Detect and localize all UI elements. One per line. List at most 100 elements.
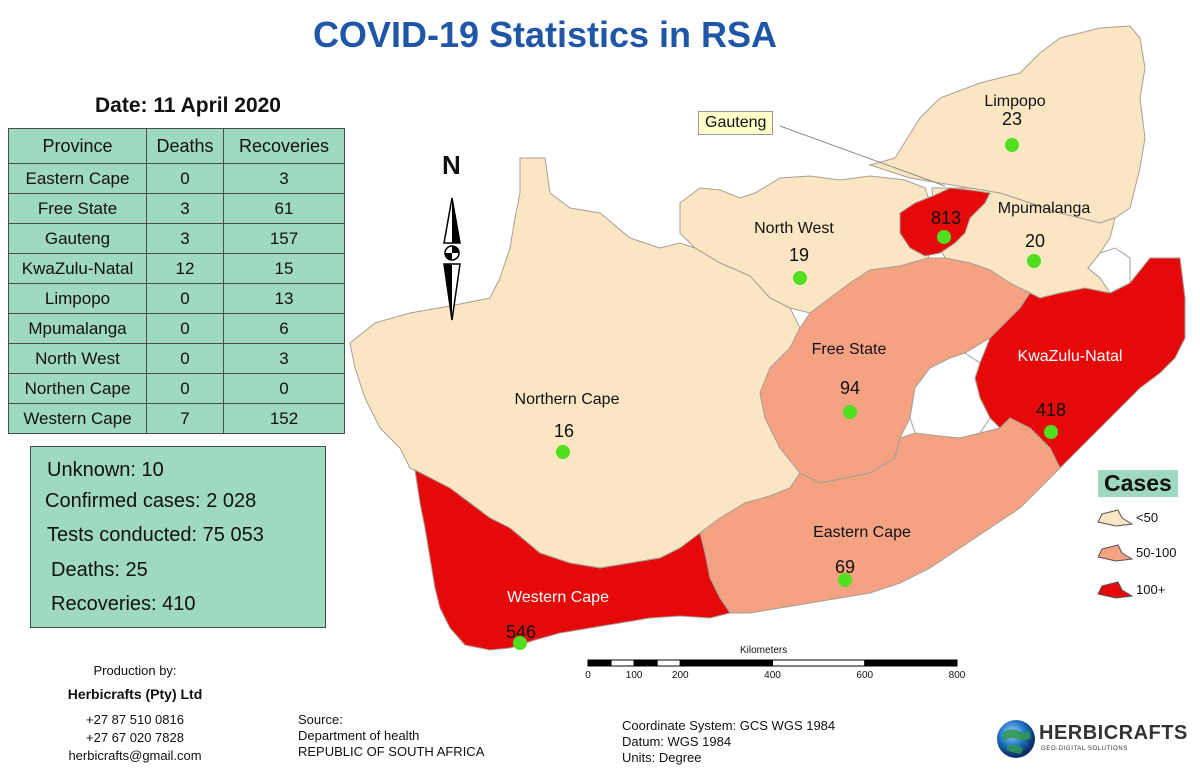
deaths-value: 25 bbox=[125, 559, 148, 581]
province-label-free-state: Free State bbox=[812, 341, 887, 358]
table-cell: Free State bbox=[8, 193, 147, 224]
province-eastern-cape bbox=[699, 417, 1061, 614]
case-count-kwazulu-natal: 418 bbox=[1036, 400, 1066, 420]
callout-leader-line bbox=[779, 125, 946, 187]
case-point-mpumalanga bbox=[1027, 254, 1041, 268]
table-cell: 0 bbox=[223, 373, 345, 404]
table-row: Western Cape 7 152 bbox=[8, 403, 345, 434]
table-row: North West 0 3 bbox=[8, 343, 345, 374]
units: Units: Degree bbox=[622, 750, 702, 765]
table-row: Gauteng 3 157 bbox=[8, 223, 345, 254]
column-header: Deaths bbox=[146, 128, 224, 164]
table-cell: 15 bbox=[223, 253, 345, 284]
scale-segment bbox=[633, 659, 658, 667]
province-label-eastern-cape: Eastern Cape bbox=[813, 524, 911, 541]
table-cell: Northen Cape bbox=[8, 373, 147, 404]
source-label: Source: bbox=[298, 712, 343, 727]
north-arrow-center-fill-2 bbox=[445, 253, 452, 260]
province-table: Province Deaths Recoveries Eastern Cape 0… bbox=[8, 128, 345, 434]
production-label: Production by: bbox=[93, 663, 177, 678]
case-point-limpopo bbox=[1005, 138, 1019, 152]
phone-1: +27 87 510 0816 bbox=[86, 712, 184, 727]
table-cell: 152 bbox=[223, 403, 345, 434]
scale-segment bbox=[772, 659, 866, 667]
table-cell: 3 bbox=[146, 193, 224, 224]
table-row: Eastern Cape 0 3 bbox=[8, 163, 345, 194]
province-label-northern-cape: Northern Cape bbox=[515, 391, 620, 408]
scale-segment bbox=[864, 659, 958, 667]
recoveries-row: Recoveries: 410 bbox=[51, 593, 196, 616]
scale-tick-label: 600 bbox=[856, 670, 874, 681]
province-label-limpopo: Limpopo bbox=[984, 93, 1045, 110]
recoveries-label: Recoveries: bbox=[51, 593, 157, 615]
scale-tick-label: 400 bbox=[764, 670, 781, 681]
table-cell: 61 bbox=[223, 193, 345, 224]
table-row: Mpumalanga 0 6 bbox=[8, 313, 345, 344]
case-count-limpopo: 23 bbox=[1002, 109, 1022, 129]
production-credits: Production by: Herbicrafts (Pty) Ltd +27… bbox=[30, 662, 240, 765]
case-point-northern-cape bbox=[556, 445, 570, 459]
legend-swatch-50 bbox=[1097, 509, 1134, 527]
table-cell: 3 bbox=[223, 343, 345, 374]
coordinate-info: Coordinate System: GCS WGS 1984 Datum: W… bbox=[622, 718, 835, 766]
deaths-label: Deaths: bbox=[51, 559, 120, 581]
north-arrow-upper-fill bbox=[452, 198, 460, 243]
date-label: Date: 11 April 2020 bbox=[95, 94, 281, 117]
case-point-western-cape bbox=[513, 636, 527, 650]
case-count-free-state: 94 bbox=[840, 378, 860, 398]
north-arrow-lower-fill bbox=[444, 264, 452, 320]
table-cell: Mpumalanga bbox=[8, 313, 147, 344]
province-label-north-west: North West bbox=[754, 220, 834, 237]
north-arrow bbox=[443, 197, 461, 321]
table-cell: North West bbox=[8, 343, 147, 374]
province-label-western-cape: Western Cape bbox=[507, 589, 609, 606]
unknown-row: Unknown: 10 bbox=[47, 459, 164, 482]
province-western-cape bbox=[414, 469, 731, 651]
province-label-mpumalanga: Mpumalanga bbox=[998, 200, 1091, 217]
legend-label: 100+ bbox=[1136, 582, 1166, 597]
table-cell: 0 bbox=[146, 163, 224, 194]
table-cell: 0 bbox=[146, 343, 224, 374]
case-count-north-west: 19 bbox=[789, 245, 809, 265]
case-point-eastern-cape bbox=[838, 573, 852, 587]
coordinate-system: Coordinate System: GCS WGS 1984 bbox=[622, 718, 836, 733]
scale-segment bbox=[587, 659, 612, 667]
gauteng-callout: Gauteng bbox=[698, 111, 774, 135]
unknown-label: Unknown: bbox=[47, 459, 136, 481]
globe-icon bbox=[997, 720, 1035, 758]
column-header: Province bbox=[8, 128, 147, 164]
table-cell: 12 bbox=[146, 253, 224, 284]
table-cell: 6 bbox=[223, 313, 345, 344]
table-row: Northen Cape 0 0 bbox=[8, 373, 345, 404]
case-points bbox=[513, 138, 1058, 650]
case-count-western-cape: 546 bbox=[506, 622, 536, 642]
confirmed-row: Confirmed cases: 2 028 bbox=[45, 490, 256, 513]
legend-swatch-50-100 bbox=[1097, 544, 1134, 562]
table-cell: 0 bbox=[146, 373, 224, 404]
recoveries-value: 410 bbox=[162, 593, 196, 615]
eswatini-enclave bbox=[1087, 247, 1131, 294]
legend-label: <50 bbox=[1136, 510, 1159, 525]
scale-tick-label: 800 bbox=[948, 670, 966, 681]
case-point-gauteng bbox=[937, 230, 951, 244]
logo-tagline: GEO-DIGITAL SOLUTIONS bbox=[1041, 746, 1128, 752]
table-cell: 13 bbox=[223, 283, 345, 314]
scale-tick-label: 100 bbox=[625, 670, 643, 681]
tests-row: Tests conducted: 75 053 bbox=[47, 524, 264, 547]
scale-tick-label: 200 bbox=[671, 670, 689, 681]
case-point-north-west bbox=[793, 271, 807, 285]
table-cell: 3 bbox=[146, 223, 224, 254]
north-label: N bbox=[442, 150, 461, 180]
scale-segment bbox=[679, 659, 773, 667]
case-point-kwazulu-natal bbox=[1044, 425, 1058, 439]
column-header: Recoveries bbox=[223, 128, 345, 164]
table-cell: Western Cape bbox=[8, 403, 147, 434]
case-count-eastern-cape: 69 bbox=[835, 557, 855, 577]
legend-label: 50-100 bbox=[1136, 545, 1177, 560]
confirmed-value: 2 028 bbox=[206, 490, 257, 512]
table-cell: Limpopo bbox=[8, 283, 147, 314]
legend-swatches bbox=[1097, 509, 1134, 599]
map-provinces bbox=[349, 25, 1186, 651]
source-info: Source: Department of health REPUBLIC OF… bbox=[298, 712, 484, 760]
